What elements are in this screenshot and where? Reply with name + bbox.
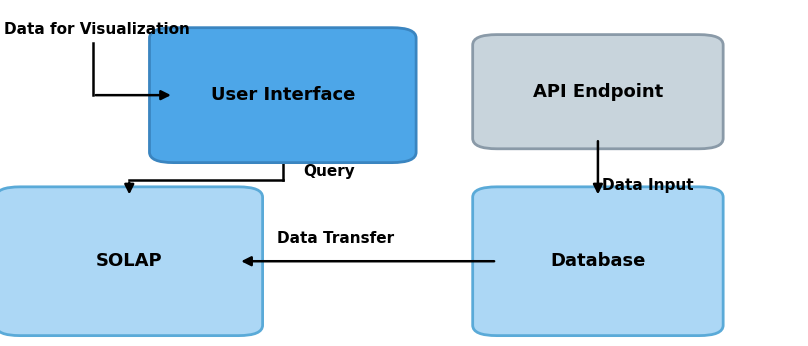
FancyBboxPatch shape [473, 187, 723, 336]
Text: User Interface: User Interface [211, 86, 355, 104]
Text: Data for Visualization: Data for Visualization [4, 22, 190, 37]
FancyBboxPatch shape [0, 187, 263, 336]
Text: Query: Query [303, 164, 355, 179]
Text: Database: Database [550, 252, 646, 270]
FancyBboxPatch shape [149, 28, 416, 163]
Text: Data Input: Data Input [602, 177, 693, 193]
Text: SOLAP: SOLAP [96, 252, 162, 270]
FancyBboxPatch shape [473, 35, 723, 149]
Text: API Endpoint: API Endpoint [532, 83, 663, 101]
Text: Data Transfer: Data Transfer [277, 231, 393, 246]
